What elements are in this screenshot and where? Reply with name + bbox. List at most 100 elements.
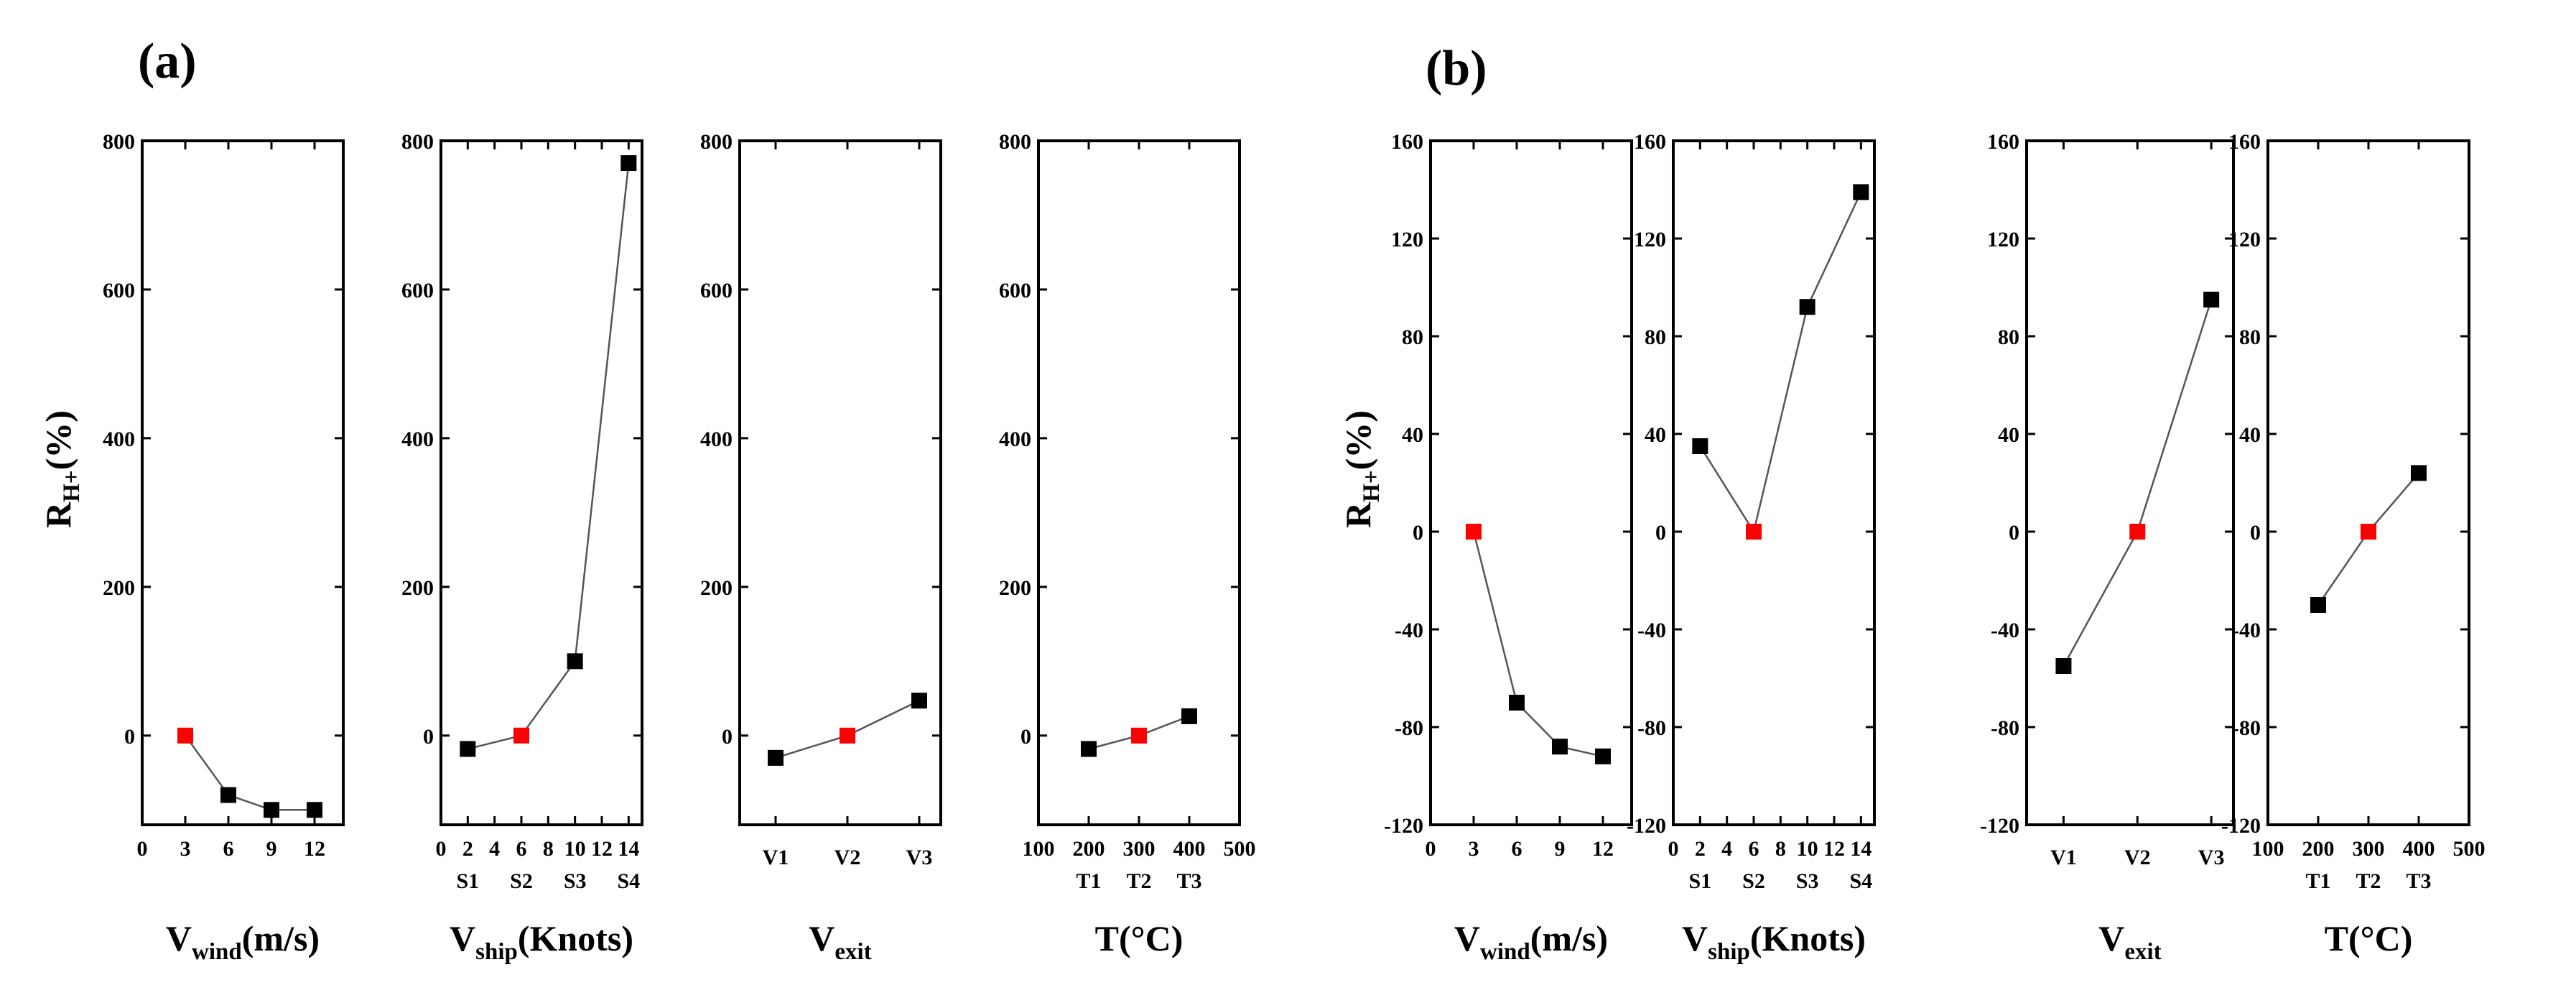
x-tick-label: 300 [1123,837,1156,861]
y-tick-label: 600 [103,279,135,302]
x-axis-label: Vship(Knots) [450,918,633,965]
x-tick-label: 0 [1426,837,1436,861]
series-line [468,162,630,750]
y-axis-label-a: RH+(%) [38,410,85,528]
x-tick-label: 400 [1173,837,1206,861]
subplot-5: -120 -80 -40 0 40 80 120 160 0 3 6 9 12 Vwind(m/s) [1384,130,1633,965]
plot-frame [2266,139,2470,826]
y-tick-label: 120 [1987,228,2019,251]
y-tick-label: 120 [2228,228,2261,251]
baseline-marker [1131,727,1147,744]
panel-label-a: (a) [138,34,197,89]
y-tick-label: 0 [722,725,733,749]
plot-frame [1037,139,1241,826]
x-tick-label: 2 [462,837,473,861]
x-tick-label: 0 [1668,837,1679,861]
x-tick-label: 9 [266,837,277,861]
data-marker [1081,741,1097,757]
data-marker [2411,465,2427,481]
y-tick-label: -120 [1384,814,1423,838]
x-axis-label: Vship(Knots) [1682,918,1866,965]
x-tick-label: 200 [2302,837,2335,861]
data-marker [620,155,637,172]
y-tick-label: 800 [700,130,733,154]
y-tick-label: -40 [1637,619,1666,642]
x-tick-label: 12 [1592,837,1614,861]
y-tick-label: 80 [2239,325,2261,349]
x-tick-label: 10 [564,837,586,861]
category-label: S3 [564,869,587,893]
category-label: V3 [2198,846,2225,869]
y-tick-label: 0 [1413,521,1423,545]
x-tick-label: 200 [1073,837,1105,861]
y-tick-label: 800 [999,130,1031,154]
y-tick-label: 80 [1645,325,1666,349]
category-label: V1 [2050,846,2077,869]
y-tick-label: 120 [1391,228,1423,251]
y-tick-label: 160 [2228,130,2261,154]
x-axis-label: Vwind(m/s) [166,918,320,965]
baseline-marker [2129,524,2146,540]
data-marker [2310,597,2326,613]
y-tick-label: 120 [1634,228,1666,251]
y-tick-label: 40 [1402,423,1423,447]
x-tick-label: 500 [1224,837,1256,861]
x-tick-label: 300 [2353,837,2385,861]
y-tick-label: 200 [401,576,434,600]
y-tick-label: 800 [103,130,135,154]
data-marker [1595,748,1611,764]
x-axis-label: T(°C) [2325,918,2413,958]
x-tick-label: 6 [223,837,234,861]
y-tick-label: 200 [700,576,733,600]
y-tick-label: 160 [1987,130,2019,154]
category-label: V1 [763,846,789,869]
plot-frame [1672,139,1876,826]
x-tick-label: 6 [516,837,527,861]
y-tick-label: 400 [700,427,733,451]
x-tick-label: 6 [1749,837,1759,861]
y-tick-label: -40 [2232,619,2261,642]
data-marker [1181,708,1197,724]
baseline-marker [1466,524,1482,540]
subplot-3: 0 200 400 600 800 V1 V2 V3 Vexit [700,130,942,965]
x-tick-label: 3 [1469,837,1479,861]
y-tick-label: 600 [700,279,733,302]
x-tick-label: 0 [137,837,148,861]
baseline-marker [177,727,193,744]
x-axis-label: Vwind(m/s) [1454,918,1608,965]
y-tick-label: -120 [2221,814,2261,838]
subplot-1: 0 200 400 600 800 0 3 6 9 12 Vwind(m/s) [103,130,345,965]
x-tick-label: 500 [2453,837,2486,861]
data-marker [264,802,279,818]
x-tick-label: 6 [1512,837,1522,861]
x-tick-label: 12 [591,837,613,861]
category-label: V2 [2124,846,2151,869]
y-axis-label-b: RH+(%) [1338,410,1385,528]
x-tick-label: 12 [1823,837,1845,861]
x-tick-label: 4 [1721,837,1732,861]
x-tick-label: 14 [618,837,639,861]
category-label: T1 [2305,869,2330,893]
series-line [2063,299,2213,667]
category-label: T3 [1176,869,1201,893]
x-tick-label: 9 [1555,837,1566,861]
category-label: S4 [617,869,640,893]
x-tick-label: 3 [180,837,191,861]
category-label: S4 [1849,869,1872,893]
y-tick-label: -40 [1991,619,2019,642]
data-marker [2055,658,2072,674]
baseline-marker [840,727,855,744]
data-marker [2203,292,2220,307]
x-tick-label: 10 [1797,837,1818,861]
data-marker [1799,299,1815,315]
data-marker [1509,695,1525,711]
y-tick-label: -40 [1395,619,1423,642]
y-tick-label: 40 [1645,423,1666,447]
plot-frame [141,139,345,826]
x-tick-label: 400 [2403,837,2435,861]
y-tick-label: 0 [1655,521,1666,545]
x-tick-label: 2 [1695,837,1706,861]
